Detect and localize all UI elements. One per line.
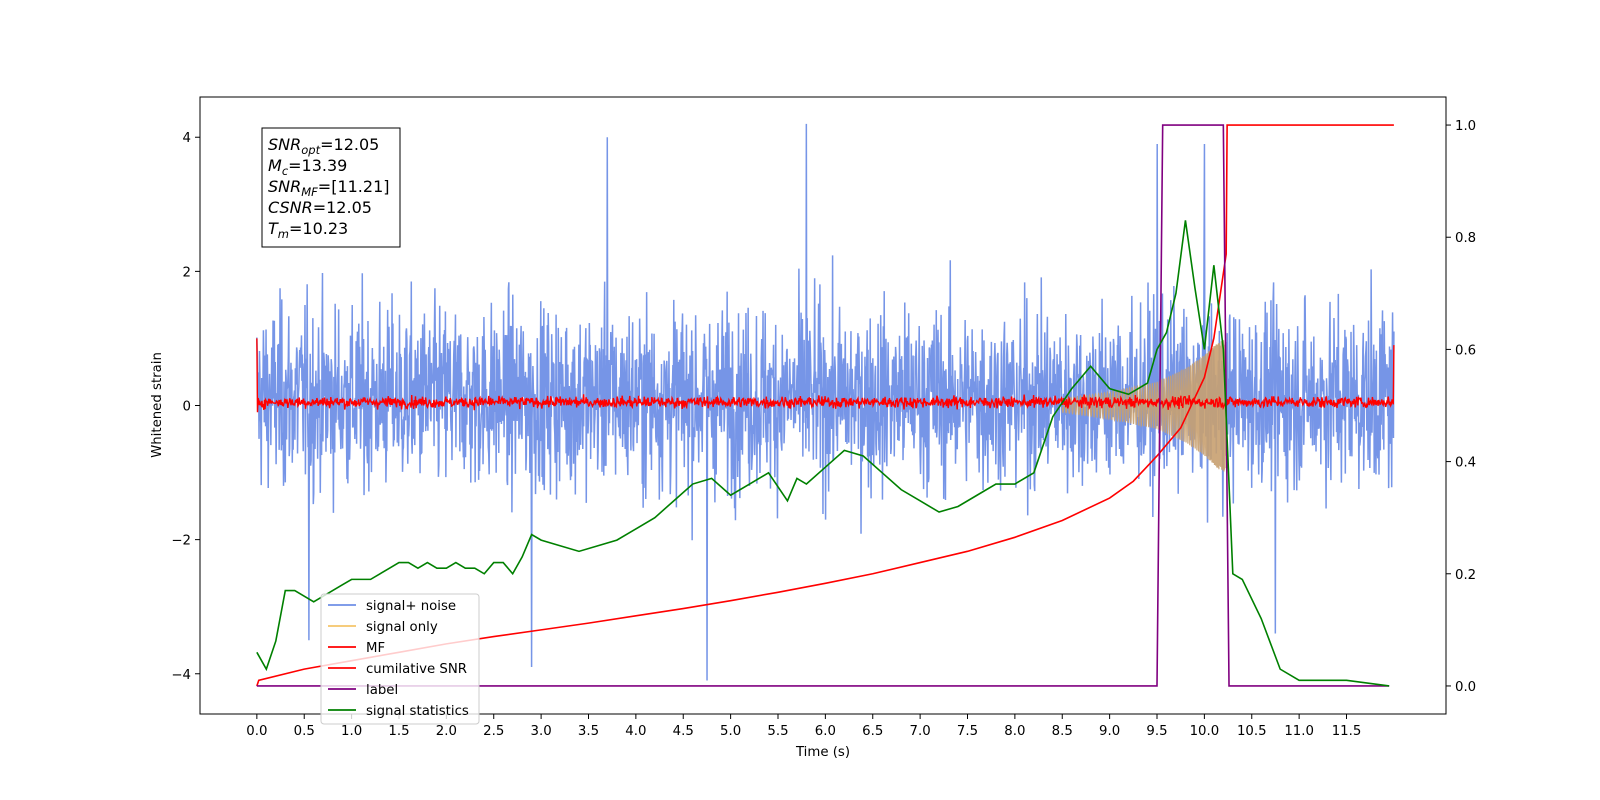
y2-tick-label: 0.0 — [1455, 680, 1476, 695]
y-axis-right: 0.0 0.2 0.4 0.6 0.8 1.0 — [1446, 119, 1476, 695]
x-tick-label: 3.5 — [578, 724, 599, 739]
y-tick-label: −4 — [171, 668, 191, 683]
x-tick-label: 4.0 — [625, 724, 646, 739]
x-tick-label: 1.0 — [341, 724, 362, 739]
x-tick-label: 1.5 — [388, 724, 409, 739]
annotation-line: SNRMF=[11.21] — [268, 177, 390, 199]
annotation-line: Mc=13.39 — [268, 156, 347, 178]
series-signal-statistics — [256, 220, 1390, 687]
series-signal-noise — [256, 123, 1395, 681]
x-tick-label: 5.0 — [720, 724, 741, 739]
x-tick-label: 8.0 — [1004, 724, 1025, 739]
x-tick-label: 11.5 — [1332, 724, 1362, 739]
annotation-box: SNRopt=12.05Mc=13.39SNRMF=[11.21]CSNR=12… — [261, 127, 401, 248]
legend-label: signal statistics — [366, 704, 469, 719]
y2-tick-label: 0.4 — [1455, 456, 1476, 471]
x-tick-label: 9.5 — [1146, 724, 1167, 739]
x-tick-label: 7.5 — [957, 724, 978, 739]
y-axis-left: −4 −2 0 2 4 — [171, 131, 200, 683]
annotation-frame — [261, 127, 401, 248]
x-tick-label: 6.0 — [815, 724, 836, 739]
annotation-line: CSNR=12.05 — [268, 198, 372, 217]
legend-label: MF — [366, 641, 385, 656]
y-axis-label: Whitened strain — [150, 352, 165, 458]
y2-tick-label: 0.6 — [1455, 343, 1476, 358]
x-tick-label: 3.0 — [531, 724, 552, 739]
series-signal-only — [1061, 339, 1227, 472]
y-tick-label: 2 — [183, 265, 191, 280]
x-tick-label: 10.5 — [1237, 724, 1267, 739]
legend-label: signal only — [366, 620, 438, 635]
x-tick-label: 6.5 — [862, 724, 883, 739]
x-tick-label: 11.0 — [1284, 724, 1314, 739]
series-label — [256, 124, 1390, 687]
x-tick-label: 7.0 — [910, 724, 931, 739]
x-axis: 0.0 0.5 1.0 1.5 2.0 2.5 3.0 3.5 4.0 4.5 5.0 5.5 6.0 6… — [246, 714, 1361, 739]
legend-label: cumilative SNR — [366, 662, 467, 677]
x-tick-label: 10.0 — [1190, 724, 1220, 739]
x-axis-label: Time (s) — [795, 745, 850, 760]
y2-tick-label: 0.8 — [1455, 231, 1476, 246]
series-mf — [256, 338, 1395, 413]
annotation-line: SNRopt=12.05 — [268, 135, 379, 157]
legend-frame — [320, 593, 480, 725]
x-tick-label: 0.5 — [294, 724, 315, 739]
x-tick-label: 2.5 — [483, 724, 504, 739]
y2-tick-label: 0.2 — [1455, 568, 1476, 583]
x-tick-label: 9.0 — [1099, 724, 1120, 739]
y-tick-label: −2 — [171, 534, 191, 549]
legend-label: label — [366, 683, 398, 698]
y-tick-label: 0 — [183, 400, 191, 415]
legend-label: signal+ noise — [366, 599, 456, 614]
x-tick-label: 5.5 — [767, 724, 788, 739]
x-tick-label: 0.0 — [246, 724, 267, 739]
x-tick-label: 8.5 — [1052, 724, 1073, 739]
y2-tick-label: 1.0 — [1455, 119, 1476, 134]
y-tick-label: 4 — [183, 131, 191, 146]
x-tick-label: 4.5 — [673, 724, 694, 739]
legend: signal+ noise signal only MF cumilative SNR… — [320, 593, 480, 725]
x-tick-label: 2.0 — [436, 724, 457, 739]
annotation-line: Tm=10.23 — [268, 219, 348, 241]
